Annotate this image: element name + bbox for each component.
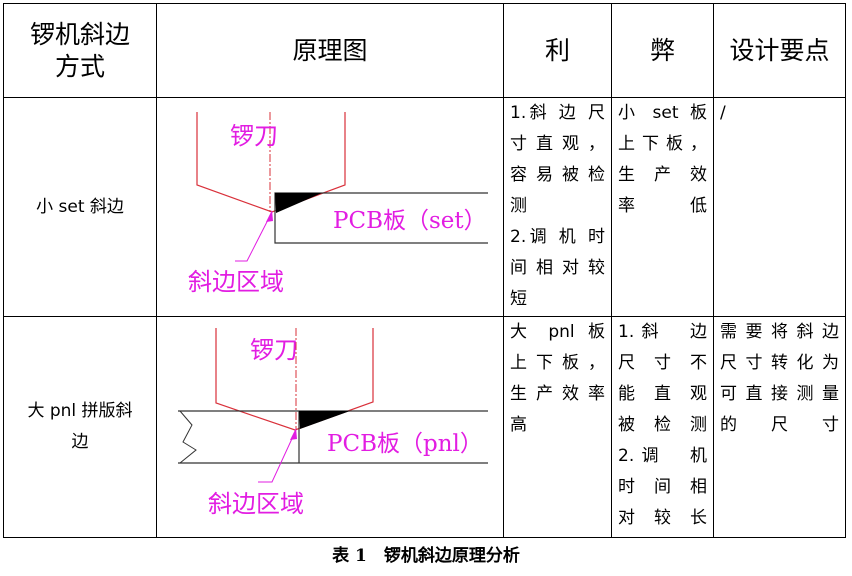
arrow-head-icon (266, 210, 273, 222)
method-cell: 小 set 斜边 (3, 97, 157, 317)
table-caption: 表 1 锣机斜边原理分析 (332, 546, 520, 566)
tool-label: 锣刀 (250, 336, 298, 364)
cell-line: 容易被检 (510, 165, 605, 185)
arrow-leader (235, 211, 273, 262)
cell-line: 率低 (618, 196, 707, 216)
method-text: 大 pnl 拼版斜 边 (27, 401, 133, 452)
board-label: PCB板（pnl） (327, 431, 483, 457)
bevel-area (275, 193, 322, 213)
cell-line: 小 set 板 (618, 103, 707, 123)
diagram-cell (156, 316, 504, 538)
cell-line: 生 产 效 (618, 165, 707, 185)
diagram-cell (156, 97, 504, 317)
cell-line: 的尺寸 (720, 415, 839, 435)
bevel-label: 斜边区域 (208, 490, 304, 518)
cell-line: 能 直 观 (618, 384, 707, 404)
bevel-area (299, 411, 350, 429)
header-design: 设计要点 (713, 3, 846, 98)
break-line (179, 410, 197, 464)
diagram-set: 锣刀 PCB板（set） 斜边区域 (188, 112, 488, 296)
cons-cell: 1.斜 边尺 寸 不能 直 观被检测 2.调 机时 间 相对较长 (611, 316, 714, 538)
bevel-label: 斜边区域 (188, 268, 284, 296)
design-cell: 需要将斜边尺寸转化为可直接测量的尺寸 (713, 316, 846, 538)
header-method: 锣机斜边 方式 (3, 3, 157, 98)
arrow-leader (258, 429, 297, 483)
cell-line: 2.调 机 (618, 446, 707, 466)
cell-line: 短 (510, 289, 527, 309)
method-cell: 大 pnl 拼版斜 边 (3, 316, 157, 538)
cell-line: 2.调 机 时 (510, 227, 605, 247)
table-row: 大 pnl 拼版斜 边 大 pnl 板上下板， 生产效率高 1.斜 边尺 寸 不能… (3, 316, 846, 538)
cell-line: 上下板， (618, 134, 707, 154)
design-cell: / (713, 97, 846, 317)
pcb-board (274, 192, 488, 244)
cell-line: 测 (510, 196, 527, 216)
pros-cell: 大 pnl 板上下板， 生产效率高 (503, 316, 612, 538)
cell-line: 间相对较 (510, 258, 605, 278)
cell-line: 1.斜 边 (618, 322, 707, 342)
cell-line: 可直接测量 (720, 384, 839, 404)
diagram-pnl: 锣刀 PCB板（pnl） 斜边区域 (178, 328, 488, 518)
cell-line: 时 间 相 (618, 477, 707, 497)
cons-cell: 小 set 板上下板， 生 产 效率低 (611, 97, 714, 317)
header-text: 锣机斜边 方式 (29, 19, 130, 81)
board-label: PCB板（set） (333, 208, 487, 234)
table-row: 小 set 斜边 1.斜 边 尺寸直观， 容易被检测 2.调 机 时间相对较短 小 … (3, 97, 846, 317)
cell-line: 生产效率 (510, 384, 605, 404)
cell-line: / (720, 103, 726, 123)
header-cons: 弊 (611, 3, 714, 98)
cell-line: 对较长 (618, 508, 707, 528)
cell-line: 被检测 (618, 415, 707, 435)
arrow-head-icon (290, 428, 297, 440)
cell-line: 尺 寸 不 (618, 353, 707, 373)
bevel-analysis-table: 锣机斜边 方式 原理图 利 弊 设计要点 小 set 斜边 1.斜 边 尺寸直观… (3, 3, 846, 538)
cell-line: 寸直观， (510, 134, 605, 154)
tool-label: 锣刀 (230, 122, 278, 150)
cell-line: 1.斜 边 尺 (510, 103, 605, 123)
cell-line: 高 (510, 415, 527, 435)
cell-line: 上下板， (510, 353, 605, 373)
cell-line: 需要将斜边 (720, 322, 839, 342)
cell-line: 尺寸转化为 (720, 353, 839, 373)
header-pros: 利 (503, 3, 612, 98)
cell-line: 大 pnl 板 (510, 322, 605, 342)
